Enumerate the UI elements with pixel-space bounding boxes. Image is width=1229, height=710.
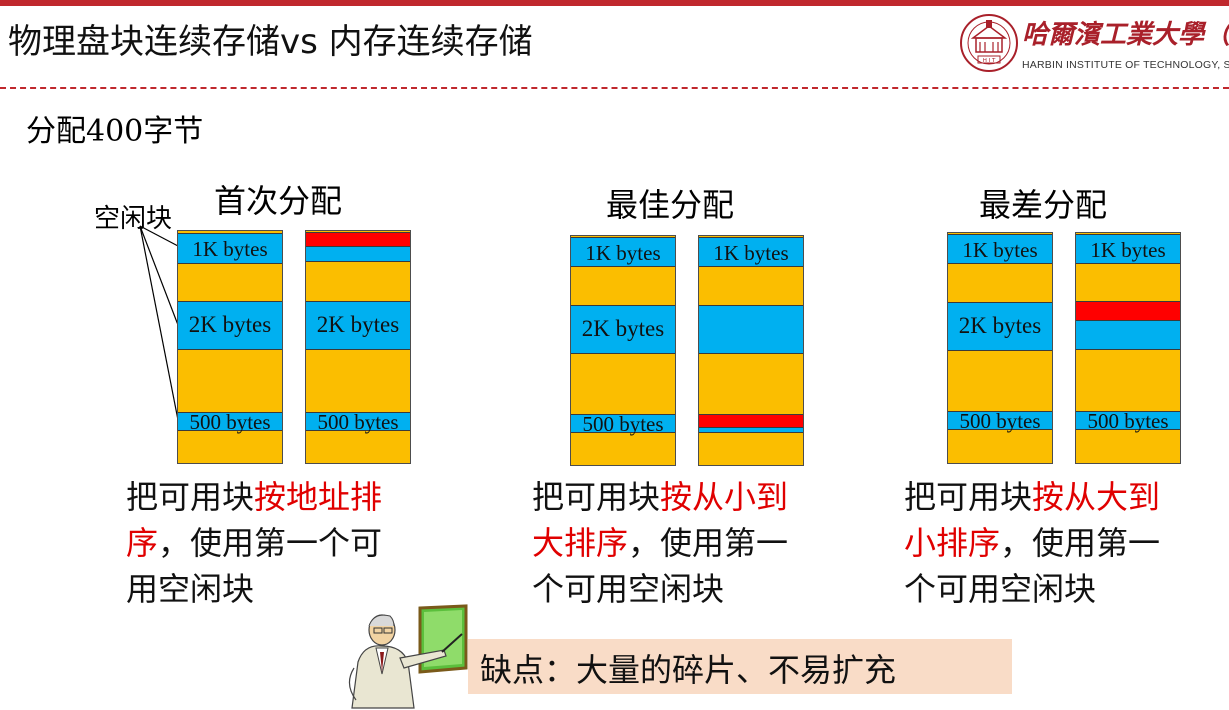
university-english-name: HARBIN INSTITUTE OF TECHNOLOGY, SH: [1022, 59, 1229, 71]
free-block: 1K bytes: [178, 233, 282, 264]
title-divider: [0, 87, 1229, 89]
free-block: 500 bytes: [1076, 409, 1180, 433]
memory-column: 1K bytes 2K bytes 500 bytes: [947, 232, 1053, 464]
block-size-label: 2K bytes: [958, 313, 1042, 338]
free-block: [306, 246, 410, 262]
free-block-pointer-lines: [139, 225, 179, 421]
allocated-block: [1076, 301, 1180, 321]
block-size-label: 2K bytes: [581, 316, 665, 341]
free-block: 1K bytes: [1076, 234, 1180, 264]
free-block-label: 空闲块: [94, 204, 173, 234]
first-fit-title: 首次分配: [214, 182, 343, 220]
free-block: 2K bytes: [178, 301, 282, 350]
block-size-label: 500 bytes: [959, 409, 1041, 433]
free-block: 1K bytes: [571, 237, 675, 267]
allocated-block: [306, 232, 410, 247]
block-size-label: 500 bytes: [317, 410, 399, 434]
block-size-label: 500 bytes: [582, 412, 664, 436]
memory-column: 1K bytes: [698, 235, 804, 466]
allocated-block: [699, 414, 803, 428]
free-block: 2K bytes: [948, 302, 1052, 351]
svg-text:H I T: H I T: [983, 58, 996, 64]
free-block: 500 bytes: [306, 410, 410, 434]
worst-fit-description: 把可用块按从大到 小排序，使用第一 个可用空闲块: [904, 478, 1161, 608]
free-block: [699, 427, 803, 433]
free-block: 500 bytes: [948, 409, 1052, 433]
block-size-label: 1K bytes: [962, 238, 1038, 262]
allocation-request: 分配400字节: [26, 114, 204, 149]
block-size-label: 500 bytes: [1087, 409, 1169, 433]
free-block: 2K bytes: [571, 305, 675, 354]
teacher-pointing-icon: [348, 604, 468, 709]
block-size-label: 1K bytes: [713, 241, 789, 265]
block-size-label: 1K bytes: [585, 241, 661, 265]
free-block: 2K bytes: [306, 301, 410, 350]
drawback-text: 缺点：大量的碎片、不易扩充: [480, 651, 897, 689]
block-size-label: 500 bytes: [189, 410, 271, 434]
block-size-label: 1K bytes: [1090, 238, 1166, 262]
free-block: 500 bytes: [571, 412, 675, 436]
block-size-label: 2K bytes: [188, 312, 272, 337]
memory-column: 1K bytes 2K bytes 500 bytes: [570, 235, 676, 466]
university-logo: H I T 哈爾濱工業大學（ HARBIN INSTITUTE OF TECHN…: [958, 12, 1229, 76]
free-block: [1076, 320, 1180, 350]
first-fit-description: 把可用块按地址排 序，使用第一个可 用空闲块: [126, 478, 383, 608]
drawback-callout: 缺点：大量的碎片、不易扩充: [468, 639, 1012, 694]
university-seal-icon: H I T: [960, 14, 1018, 72]
best-fit-title: 最佳分配: [606, 186, 735, 224]
free-block: 1K bytes: [948, 234, 1052, 264]
free-block: [699, 305, 803, 354]
worst-fit-title: 最差分配: [979, 186, 1108, 224]
free-block: 1K bytes: [699, 237, 803, 267]
block-size-label: 2K bytes: [316, 312, 400, 337]
free-block: 500 bytes: [178, 410, 282, 434]
memory-column: 1K bytes 2K bytes 500 bytes: [177, 230, 283, 464]
best-fit-description: 把可用块按从小到 大排序，使用第一 个可用空闲块: [532, 478, 789, 608]
memory-column: 2K bytes 500 bytes: [305, 230, 411, 464]
memory-column: 1K bytes 500 bytes: [1075, 232, 1181, 464]
slide-title: 物理盘块连续存储vs 内存连续存储: [8, 22, 533, 62]
block-size-label: 1K bytes: [192, 237, 268, 261]
top-accent-bar: [0, 0, 1229, 6]
university-name: 哈爾濱工業大學（: [1022, 20, 1229, 50]
